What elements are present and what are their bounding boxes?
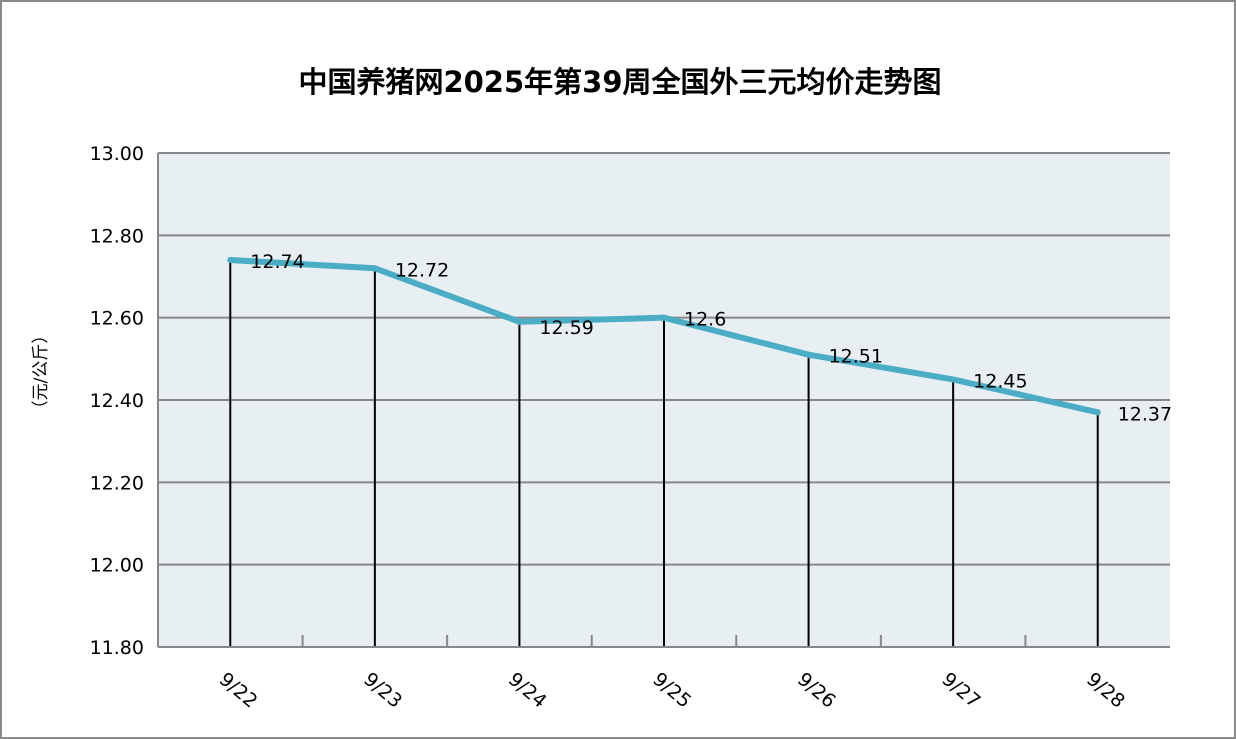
y-tick-label: 12.40 — [90, 390, 144, 412]
data-label: 12.45 — [973, 370, 1027, 392]
x-tick-label: 9/22 — [215, 668, 262, 712]
x-tick-label: 9/25 — [648, 668, 695, 712]
data-point — [371, 265, 378, 272]
x-tick-label: 9/23 — [359, 668, 406, 712]
data-label: 12.59 — [539, 317, 593, 339]
x-tick-label: 9/24 — [504, 668, 551, 712]
data-label: 12.6 — [684, 309, 726, 331]
y-tick-label: 12.20 — [90, 472, 144, 494]
chart-title: 中国养猪网2025年第39周全国外三元均价走势图 — [298, 65, 941, 99]
data-label: 12.51 — [829, 346, 883, 368]
data-point — [950, 376, 957, 383]
x-tick-label: 9/27 — [938, 668, 985, 712]
data-label: 12.37 — [1118, 403, 1172, 425]
y-tick-label: 12.00 — [90, 555, 144, 577]
y-tick-label: 12.80 — [90, 225, 144, 247]
data-point — [805, 351, 812, 358]
data-point — [1094, 409, 1101, 416]
x-tick-label: 9/26 — [793, 668, 840, 712]
y-tick-label: 11.80 — [90, 637, 144, 659]
data-point — [227, 257, 234, 264]
y-tick-label: 12.60 — [90, 308, 144, 330]
data-point — [516, 318, 523, 325]
data-label: 12.74 — [250, 251, 304, 273]
x-tick-label: 9/28 — [1082, 668, 1129, 712]
data-label: 12.72 — [395, 259, 449, 281]
data-point — [661, 314, 667, 321]
y-tick-label: 13.00 — [90, 143, 144, 165]
y-axis-label: （元/公斤） — [31, 327, 51, 418]
